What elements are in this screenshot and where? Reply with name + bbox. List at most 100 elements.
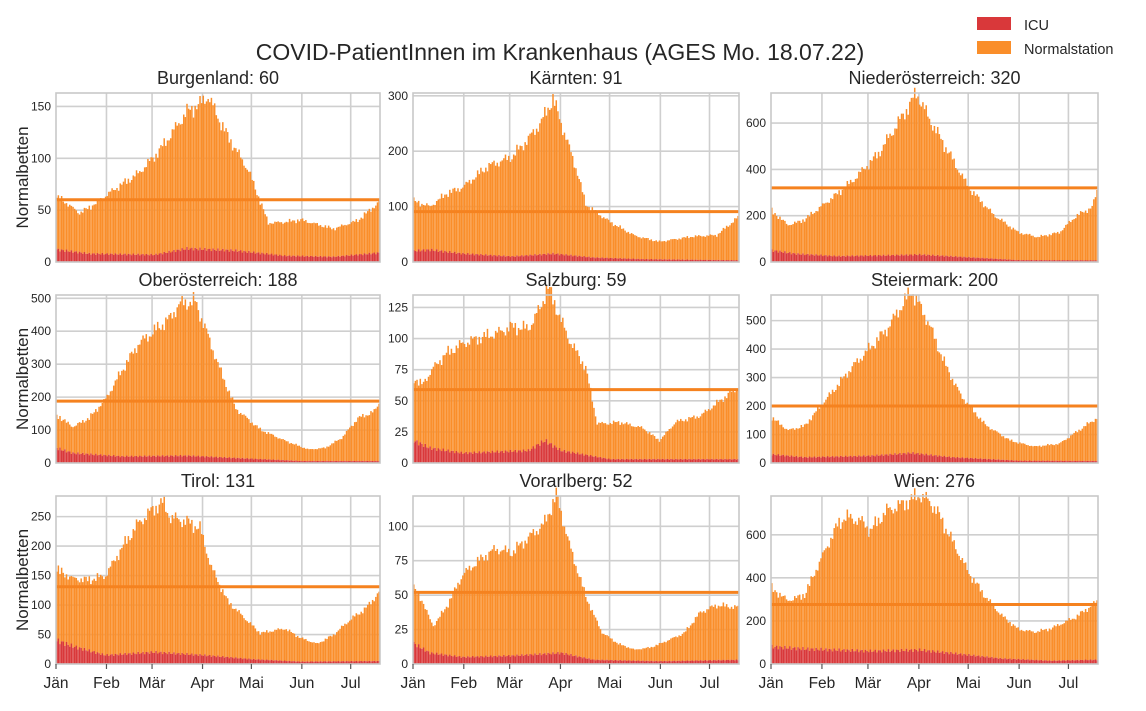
bar-normalstation: [820, 405, 822, 458]
bar-normalstation: [471, 567, 474, 657]
bar-normalstation: [951, 378, 954, 458]
bar-normalstation: [835, 523, 837, 651]
bar-normalstation: [629, 423, 631, 460]
bar-icu: [917, 255, 919, 262]
bar-icu: [851, 255, 854, 262]
bar-normalstation: [625, 422, 628, 459]
bar-icu: [657, 458, 659, 463]
bar-icu: [666, 259, 669, 262]
bar-icu: [974, 258, 977, 262]
bar-icu: [139, 654, 141, 664]
bar-icu: [899, 452, 901, 463]
bar-normalstation: [553, 300, 556, 446]
bar-icu: [1007, 259, 1010, 262]
bar-normalstation: [1063, 227, 1066, 261]
bar-normalstation: [319, 448, 322, 462]
bar-icu: [576, 657, 579, 664]
bar-normalstation: [483, 332, 485, 452]
bar-normalstation: [871, 160, 873, 257]
bar-normalstation: [1078, 429, 1080, 461]
bar-normalstation: [91, 580, 94, 652]
bar-icu: [168, 456, 170, 463]
bar-icu: [648, 458, 651, 463]
bar-normalstation: [732, 388, 734, 460]
bar-icu: [256, 659, 258, 664]
bar-normalstation: [537, 305, 540, 444]
bar-icu: [225, 656, 227, 664]
bar-icu: [463, 656, 466, 664]
bar-normalstation: [622, 645, 625, 661]
bar-icu: [539, 653, 541, 664]
bar-normalstation: [789, 600, 791, 647]
bar-icu: [820, 457, 822, 463]
bar-icu: [580, 656, 582, 664]
bar-icu: [779, 646, 781, 664]
bar-icu: [812, 457, 814, 463]
bar-icu: [270, 460, 273, 463]
bar-icu: [709, 459, 712, 463]
bar-icu: [98, 253, 100, 262]
bar-normalstation: [583, 194, 585, 256]
bar-normalstation: [562, 135, 564, 255]
bar-icu: [831, 456, 834, 463]
bar-normalstation: [187, 108, 190, 250]
bar-icu: [894, 256, 896, 262]
bar-icu: [457, 452, 459, 463]
bar-normalstation: [918, 498, 921, 649]
bar-icu: [117, 655, 120, 664]
bar-icu: [841, 255, 844, 262]
bar-icu: [1068, 460, 1070, 463]
bar-normalstation: [586, 373, 589, 455]
bar-icu: [337, 255, 340, 262]
bar-icu: [153, 254, 156, 262]
bar-normalstation: [163, 496, 165, 652]
bar-normalstation: [435, 621, 438, 653]
bar-icu: [727, 459, 730, 463]
bar-icu: [848, 256, 850, 262]
bar-normalstation: [1028, 629, 1031, 661]
bar-icu: [1010, 460, 1013, 463]
bar-icu: [1071, 260, 1074, 262]
bar-icu: [861, 649, 863, 664]
bar-normalstation: [984, 206, 987, 259]
bar-normalstation: [173, 312, 175, 457]
bar-icu: [521, 654, 523, 664]
bar-icu: [139, 255, 141, 262]
bar-icu: [524, 654, 526, 664]
bar-icu: [64, 449, 66, 463]
bar-normalstation: [932, 130, 934, 255]
bar-icu: [833, 457, 835, 463]
bar-normalstation: [846, 181, 849, 256]
bar-icu: [966, 257, 969, 262]
bar-icu: [702, 660, 705, 664]
bar-icu: [1053, 260, 1056, 262]
bar-normalstation: [70, 576, 73, 644]
bar-icu: [946, 456, 949, 463]
bar-normalstation: [941, 517, 944, 652]
y-tick-label: 150: [31, 99, 51, 113]
bar-normalstation: [836, 194, 839, 257]
bar-normalstation: [798, 594, 801, 649]
bar-icu: [637, 459, 639, 463]
bar-normalstation: [900, 310, 903, 455]
bar-normalstation: [323, 227, 325, 257]
bar-normalstation: [1015, 230, 1018, 261]
bar-icu: [65, 452, 68, 463]
bar-normalstation: [318, 643, 320, 662]
bar-normalstation: [316, 222, 319, 257]
bar-normalstation: [675, 636, 677, 662]
bar-icu: [458, 252, 461, 262]
bar-icu: [971, 655, 973, 664]
bar-icu: [213, 249, 216, 262]
bar-icu: [306, 255, 309, 262]
bar-icu: [152, 652, 154, 664]
bar-normalstation: [1002, 436, 1005, 460]
bar-normalstation: [702, 611, 705, 661]
bar-normalstation: [790, 600, 793, 650]
bar-icu: [158, 253, 161, 262]
bar-icu: [887, 649, 890, 664]
bar-normalstation: [681, 237, 684, 260]
bar-icu: [589, 257, 592, 262]
bar-normalstation: [1010, 626, 1013, 660]
bar-normalstation: [334, 440, 336, 461]
